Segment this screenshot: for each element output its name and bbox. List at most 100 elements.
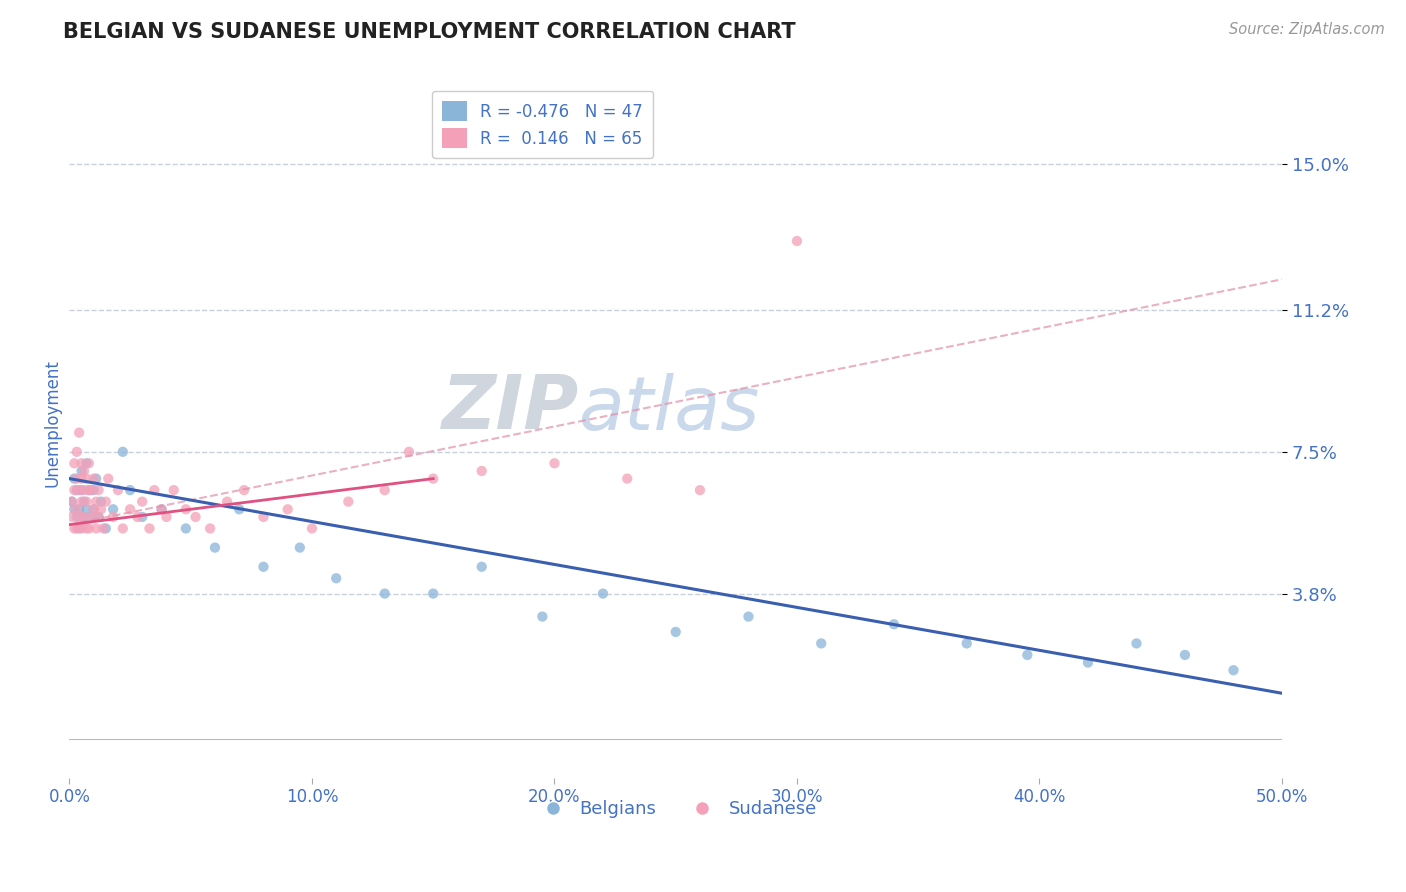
Point — [174, 521, 197, 535]
Point — [60, 510, 83, 524]
Point — [70, 521, 93, 535]
Point — [325, 571, 347, 585]
Point — [689, 483, 711, 497]
Point — [1174, 648, 1197, 662]
Point — [77, 483, 100, 497]
Point — [422, 586, 444, 600]
Point — [63, 472, 86, 486]
Point — [101, 502, 124, 516]
Point — [66, 502, 89, 516]
Point — [63, 521, 86, 535]
Point — [616, 472, 638, 486]
Point — [131, 510, 153, 524]
Point — [66, 483, 89, 497]
Point — [1125, 636, 1147, 650]
Point — [150, 502, 173, 516]
Point — [398, 444, 420, 458]
Point — [63, 483, 86, 497]
Point — [87, 510, 110, 524]
Point — [233, 483, 256, 497]
Point — [80, 510, 103, 524]
Point — [83, 483, 105, 497]
Point — [883, 617, 905, 632]
Y-axis label: Unemployment: Unemployment — [44, 359, 60, 487]
Point — [163, 483, 186, 497]
Point — [63, 456, 86, 470]
Point — [87, 483, 110, 497]
Point — [956, 636, 979, 650]
Point — [94, 521, 117, 535]
Point — [107, 483, 129, 497]
Point — [67, 521, 90, 535]
Text: atlas: atlas — [579, 373, 761, 445]
Point — [198, 521, 221, 535]
Point — [150, 502, 173, 516]
Point — [143, 483, 166, 497]
Point — [786, 234, 808, 248]
Point — [155, 510, 177, 524]
Point — [471, 559, 494, 574]
Text: ZIP: ZIP — [441, 372, 579, 445]
Point — [665, 624, 688, 639]
Point — [84, 472, 107, 486]
Point — [252, 559, 274, 574]
Point — [73, 494, 96, 508]
Point — [83, 502, 105, 516]
Point — [592, 586, 614, 600]
Text: BELGIAN VS SUDANESE UNEMPLOYMENT CORRELATION CHART: BELGIAN VS SUDANESE UNEMPLOYMENT CORRELA… — [63, 22, 796, 42]
Point — [66, 444, 89, 458]
Point — [471, 464, 494, 478]
Point — [374, 483, 396, 497]
Point — [737, 609, 759, 624]
Point — [75, 502, 97, 516]
Point — [127, 510, 149, 524]
Point — [204, 541, 226, 555]
Point — [66, 510, 89, 524]
Point — [67, 510, 90, 524]
Point — [83, 472, 105, 486]
Point — [94, 494, 117, 508]
Point — [1222, 663, 1244, 677]
Point — [422, 472, 444, 486]
Point — [77, 456, 100, 470]
Point — [93, 521, 115, 535]
Point — [73, 510, 96, 524]
Point — [84, 521, 107, 535]
Point — [77, 521, 100, 535]
Point — [70, 464, 93, 478]
Point — [277, 502, 299, 516]
Point — [90, 502, 112, 516]
Point — [66, 521, 89, 535]
Point — [288, 541, 311, 555]
Point — [70, 494, 93, 508]
Point — [810, 636, 832, 650]
Point — [73, 510, 96, 524]
Point — [111, 444, 134, 458]
Point — [138, 521, 160, 535]
Point — [337, 494, 360, 508]
Point — [84, 494, 107, 508]
Point — [90, 494, 112, 508]
Point — [75, 494, 97, 508]
Point — [80, 510, 103, 524]
Point — [111, 521, 134, 535]
Point — [70, 472, 93, 486]
Point — [66, 472, 89, 486]
Point — [60, 494, 83, 508]
Point — [63, 502, 86, 516]
Point — [228, 502, 250, 516]
Point — [75, 456, 97, 470]
Point — [73, 464, 96, 478]
Point — [174, 502, 197, 516]
Text: Source: ZipAtlas.com: Source: ZipAtlas.com — [1229, 22, 1385, 37]
Point — [83, 502, 105, 516]
Point — [184, 510, 207, 524]
Point — [101, 510, 124, 524]
Point — [531, 609, 554, 624]
Point — [67, 502, 90, 516]
Legend: Belgians, Sudanese: Belgians, Sudanese — [527, 793, 824, 825]
Point — [60, 494, 83, 508]
Point — [301, 521, 323, 535]
Point — [75, 521, 97, 535]
Point — [120, 502, 142, 516]
